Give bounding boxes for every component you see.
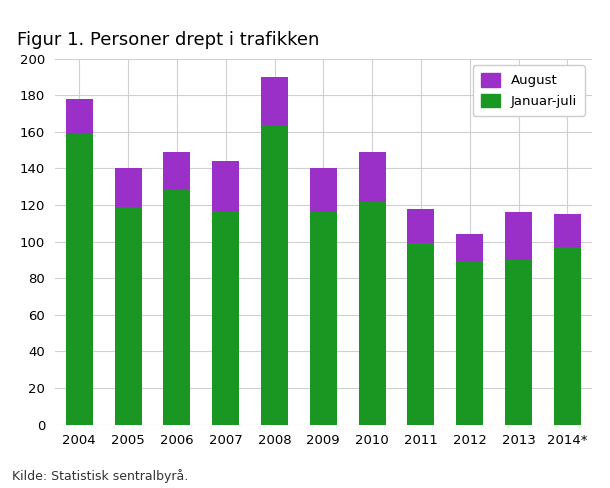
Bar: [115, 207, 142, 425]
Bar: [212, 212, 239, 425]
Bar: [163, 190, 190, 425]
Bar: [407, 209, 434, 244]
Bar: [407, 244, 434, 425]
Text: Kilde: Statistisk sentralbyrå.: Kilde: Statistisk sentralbyrå.: [12, 469, 188, 483]
Bar: [554, 247, 581, 425]
Bar: [261, 77, 288, 126]
Bar: [456, 234, 483, 262]
Bar: [456, 262, 483, 425]
Bar: [212, 161, 239, 212]
Bar: [66, 134, 93, 425]
Bar: [554, 214, 581, 247]
Bar: [310, 212, 337, 425]
Legend: August, Januar-juli: August, Januar-juli: [473, 65, 585, 116]
Bar: [115, 168, 142, 207]
Text: Figur 1. Personer drept i trafikken: Figur 1. Personer drept i trafikken: [17, 31, 320, 49]
Bar: [66, 99, 93, 134]
Bar: [505, 212, 532, 260]
Bar: [261, 126, 288, 425]
Bar: [505, 260, 532, 425]
Bar: [359, 201, 386, 425]
Bar: [163, 152, 190, 190]
Bar: [359, 152, 386, 201]
Bar: [310, 168, 337, 212]
